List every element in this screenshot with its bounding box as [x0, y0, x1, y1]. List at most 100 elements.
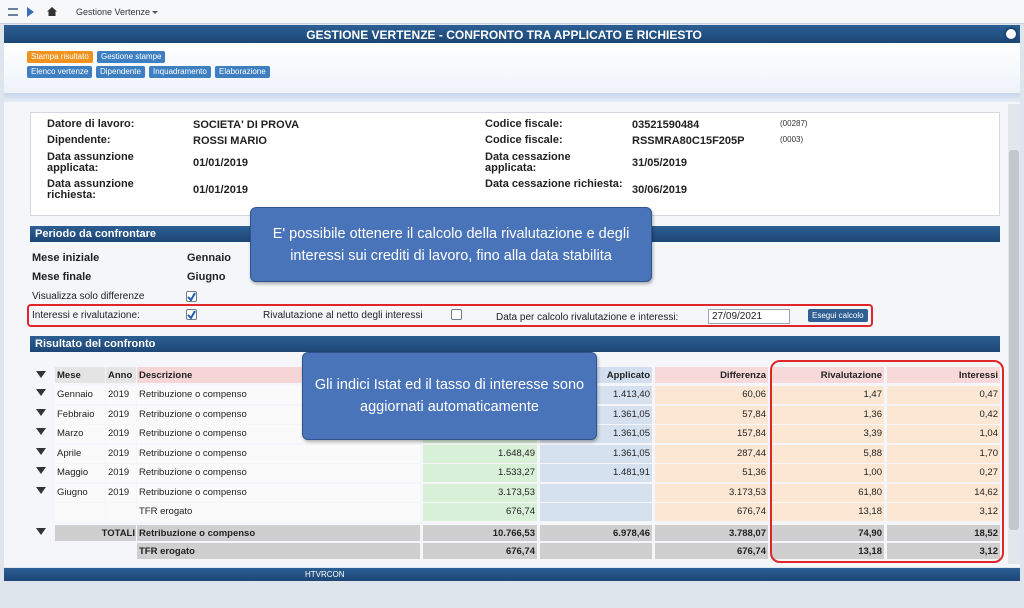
table-cell-text: 0,27 [979, 467, 999, 478]
footer-bar [4, 568, 1020, 581]
table-cell-text: 1,70 [979, 447, 999, 459]
table-cell [887, 405, 1000, 424]
toolbar-button[interactable]: Stampa risultato [27, 51, 93, 63]
table-cell-text: 0,42 [979, 408, 999, 420]
menu-icon[interactable] [8, 8, 18, 16]
footer-text: HTVRCON [305, 570, 345, 579]
table-cell [655, 405, 768, 424]
table-cell-text: 1.648,49 [498, 447, 535, 459]
total-cell [655, 525, 768, 541]
table-cell [55, 464, 105, 482]
date-input[interactable]: 27/09/2021 [708, 309, 790, 324]
info-label: Dipendente: [47, 134, 111, 146]
top-bar [0, 0, 1024, 24]
checkbox[interactable] [451, 309, 462, 320]
info-code: (0003) [780, 135, 804, 144]
toolbar-button[interactable]: Elenco vertenze [27, 66, 93, 78]
header-cell [887, 367, 1000, 383]
breadcrumb[interactable]: Gestione Vertenze [76, 7, 151, 17]
toolbar-button[interactable]: Inquadramento [149, 66, 211, 78]
toolbar-button[interactable]: Dipendente [96, 66, 145, 78]
table-cell [106, 405, 136, 424]
table-cell-text: 2019 [108, 447, 130, 459]
total-cell-text: 6.978,46 [613, 528, 650, 539]
header-cell [655, 367, 768, 383]
row-toggle[interactable] [36, 447, 46, 455]
table-cell-text: Retribuzione o compenso [139, 428, 247, 439]
field-value: Gennaio [187, 252, 232, 264]
table-cell-text: 1.361,05 [613, 408, 650, 420]
callout [302, 352, 597, 440]
table-cell [106, 464, 136, 482]
table-cell-text: 2019 [108, 408, 130, 420]
separator-band [4, 93, 1020, 102]
row-toggle[interactable] [36, 428, 46, 435]
row-toggle[interactable] [36, 467, 46, 474]
table-cell-text: Gennaio [57, 389, 93, 400]
total-cell [423, 543, 537, 559]
table-cell-text: 0,47 [979, 389, 999, 400]
callout-text: Gli indici Istat ed il tasso di interess… [314, 377, 585, 415]
table-cell [423, 444, 537, 463]
table-cell [55, 444, 105, 463]
table-cell-text: 287,44 [736, 447, 766, 459]
table-cell [55, 425, 105, 443]
row-toggle[interactable] [36, 408, 46, 416]
table-cell-text: Giugno [57, 486, 88, 498]
header-cell [106, 367, 136, 383]
total-cell-text: 18,52 [974, 528, 998, 539]
table-cell-text: 2019 [108, 486, 130, 498]
table-cell-text: 1,04 [979, 428, 999, 439]
info-value: 01/01/2019 [193, 157, 249, 169]
table-cell-text: 1.361,05 [613, 428, 650, 439]
table-cell-text: Retribuzione o compenso [139, 447, 247, 459]
table-cell-text: 14,62 [974, 486, 998, 498]
info-value: RSSMRA80C15F205P [632, 135, 745, 147]
table-cell-text: 3.173,53 [498, 486, 535, 498]
table-cell [655, 425, 768, 443]
row-toggle[interactable] [36, 389, 46, 396]
table-cell [771, 483, 884, 502]
table-cell [106, 425, 136, 443]
header-cell-text: Anno [108, 370, 133, 381]
row-toggle[interactable] [36, 371, 46, 378]
total-cell-text: 3.788,07 [729, 528, 766, 539]
checkbox[interactable] [186, 291, 197, 302]
play-icon[interactable] [27, 7, 34, 17]
header-cell-text: Descrizione [139, 370, 193, 381]
header-cell-text: Applicato [606, 370, 650, 381]
table-cell-text: 1,47 [863, 389, 883, 400]
info-value: SOCIETA' DI PROVA [193, 119, 300, 131]
table-cell-text: Maggio [57, 467, 89, 478]
header-cell-text: Interessi [958, 370, 998, 381]
info-label: Data assunzione richiesta: [47, 178, 134, 201]
table-cell-text: 13,18 [858, 506, 882, 517]
info-code: (00287) [780, 119, 808, 128]
row-toggle[interactable] [36, 486, 46, 494]
field-label: Interessi e rivalutazione: [32, 310, 140, 321]
table-cell [655, 483, 768, 502]
toolbar-button[interactable]: Gestione stampe [97, 51, 166, 63]
total-cell-text: 74,90 [858, 528, 882, 539]
table-cell [540, 464, 652, 482]
total-cell-text: 676,74 [736, 546, 766, 557]
total-cell [771, 525, 884, 541]
info-label: Data assunzione applicata: [47, 151, 134, 174]
table-cell-text: Retribuzione o compenso [139, 408, 247, 420]
table-cell-text: Retribuzione o compenso [139, 467, 247, 478]
table-cell [106, 386, 136, 404]
total-cell [887, 543, 1000, 559]
home-icon[interactable] [47, 7, 57, 16]
info-icon[interactable] [1004, 27, 1018, 41]
toolbar-button[interactable]: Elaborazione [215, 66, 270, 78]
table-cell [771, 503, 884, 521]
table-cell [771, 386, 884, 404]
info-label: Codice fiscale: [485, 118, 563, 130]
scroll-thumb[interactable] [1009, 150, 1019, 530]
callout-text: E' possibile ottenere il calcolo della r… [272, 225, 630, 264]
row-toggle[interactable] [36, 528, 46, 535]
table-cell [423, 483, 537, 502]
calc-button[interactable]: Esegui calcolo [808, 309, 868, 322]
table-cell [887, 425, 1000, 443]
checkbox[interactable] [186, 309, 197, 320]
